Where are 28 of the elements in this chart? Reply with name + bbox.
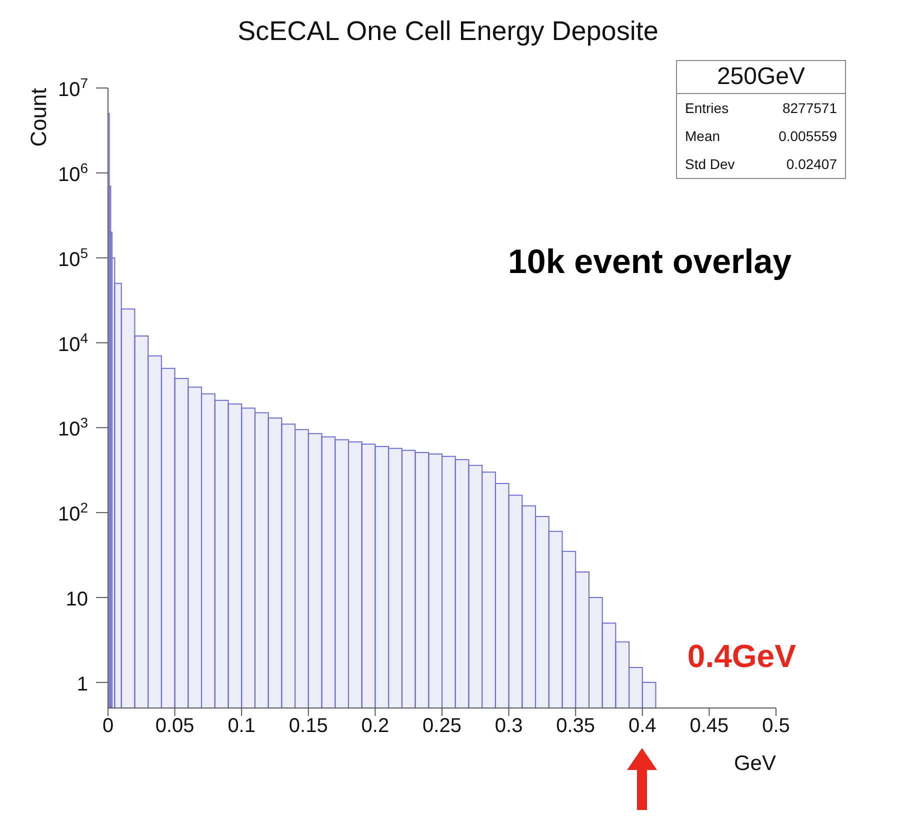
x-tick-label: 0.2 bbox=[361, 715, 390, 738]
chart-title: ScECAL One Cell Energy Deposite bbox=[236, 16, 660, 47]
annotation: 0.4GeV bbox=[687, 638, 796, 675]
x-tick-label: 0.3 bbox=[494, 715, 523, 738]
x-tick-label: 0.15 bbox=[288, 715, 328, 738]
text: Std Dev 0.02407 bbox=[685, 156, 837, 172]
annotation: 10k event overlay bbox=[508, 243, 792, 282]
x-axis-title: GeV bbox=[734, 752, 776, 776]
y-tick-label: 10$^{4}$ bbox=[58, 330, 88, 356]
y-tick-label: 10 bbox=[66, 588, 88, 611]
x-tick-label: 0 bbox=[102, 715, 114, 738]
y-tick-label: 10$^{7}$ bbox=[58, 75, 88, 101]
x-tick-label: 0.05 bbox=[155, 715, 194, 738]
y-axis-title: Count bbox=[26, 88, 52, 149]
text: Mean 0.005559 bbox=[685, 128, 837, 144]
y-tick-label: 10$^{2}$ bbox=[58, 500, 88, 526]
y-tick-label: 10$^{3}$ bbox=[58, 414, 88, 441]
x-tick-label: 0.5 bbox=[762, 715, 790, 738]
x-tick-label: 0.35 bbox=[556, 715, 596, 738]
annotation: 250GeV bbox=[677, 61, 845, 94]
y-tick-label: 10$^{6}$ bbox=[58, 160, 88, 186]
x-tick-label: 0.4 bbox=[628, 715, 656, 738]
y-tick-label: 10$^{5}$ bbox=[58, 244, 88, 271]
y-tick-label: 1 bbox=[76, 673, 88, 696]
x-tick-label: 0.25 bbox=[422, 715, 462, 738]
x-tick-label: 0.1 bbox=[228, 715, 256, 738]
text: Entries 8277571 bbox=[685, 100, 837, 116]
x-tick-label: 0.45 bbox=[690, 715, 729, 738]
